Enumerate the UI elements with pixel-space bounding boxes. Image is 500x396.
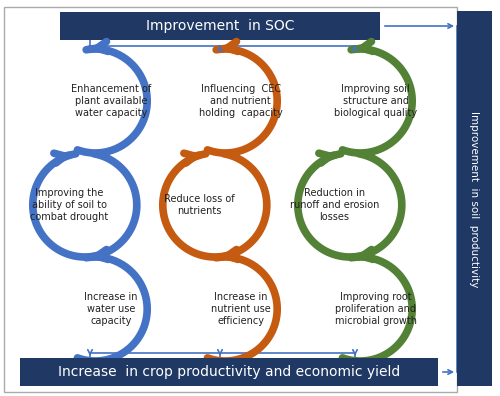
Text: Increase in
water use
capacity: Increase in water use capacity xyxy=(84,292,138,326)
Text: Enhancement of
plant available
water capacity: Enhancement of plant available water cap… xyxy=(70,84,151,118)
Text: Improvement  in SOC: Improvement in SOC xyxy=(146,19,294,33)
Text: Improving root
proliferation and
microbial growth: Improving root proliferation and microbi… xyxy=(335,292,417,326)
Text: Increase  in crop productivity and economic yield: Increase in crop productivity and econom… xyxy=(58,365,400,379)
FancyBboxPatch shape xyxy=(20,358,438,386)
FancyBboxPatch shape xyxy=(457,11,492,386)
Text: Improvement  in soil  productivity: Improvement in soil productivity xyxy=(469,111,479,287)
Text: Reduce loss of
nutrients: Reduce loss of nutrients xyxy=(164,194,234,216)
Text: Improving the
ability of soil to
combat drought: Improving the ability of soil to combat … xyxy=(30,188,108,222)
Text: Influencing  CEC
and nutrient
holding  capacity: Influencing CEC and nutrient holding cap… xyxy=(199,84,282,118)
Text: Improving soil
structure and
biological quality: Improving soil structure and biological … xyxy=(334,84,417,118)
FancyBboxPatch shape xyxy=(60,12,380,40)
Text: Reduction in
runoff and erosion
losses: Reduction in runoff and erosion losses xyxy=(290,188,379,222)
Text: Increase in
nutrient use
efficiency: Increase in nutrient use efficiency xyxy=(211,292,270,326)
